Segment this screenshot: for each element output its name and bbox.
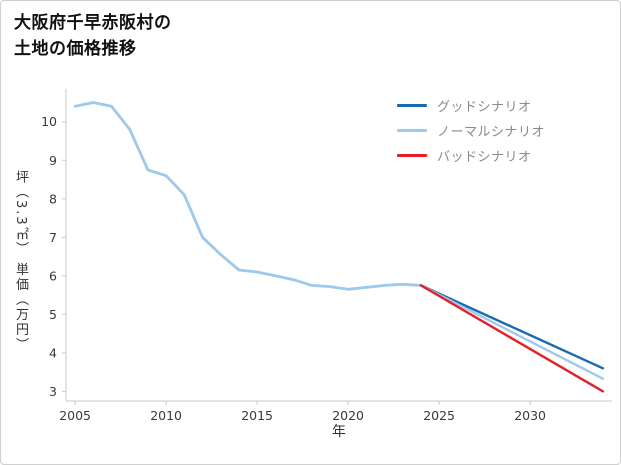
forecast-line-2 bbox=[419, 284, 605, 393]
x-tick-label: 2015 bbox=[241, 408, 273, 423]
forecast-line-0 bbox=[419, 284, 605, 370]
legend-item-1: ノーマルシナリオ bbox=[397, 118, 545, 143]
history-line bbox=[73, 101, 423, 291]
legend-item-0: グッドシナリオ bbox=[397, 93, 545, 118]
x-axis-label: 年 bbox=[332, 424, 346, 440]
x-tick-label: 2025 bbox=[423, 408, 455, 423]
x-tick-label: 2010 bbox=[150, 408, 182, 423]
forecast-line-1 bbox=[419, 284, 605, 380]
y-tick-label: 9 bbox=[49, 153, 57, 168]
x-tick-label: 2005 bbox=[59, 408, 91, 423]
legend-label: ノーマルシナリオ bbox=[437, 125, 546, 140]
x-tick-label: 2030 bbox=[514, 408, 546, 423]
y-tick-label: 10 bbox=[41, 114, 57, 129]
legend-swatch bbox=[397, 104, 427, 107]
chart-title-line1: 大阪府千早赤阪村の bbox=[14, 13, 172, 33]
y-tick-label: 6 bbox=[49, 268, 57, 283]
y-axis-label: 坪（3.3㎡） 単価（万円） bbox=[13, 169, 28, 353]
x-tick-label: 2020 bbox=[332, 408, 364, 423]
y-tick-label: 4 bbox=[49, 345, 57, 360]
chart-title: 大阪府千早赤阪村の 土地の価格推移 bbox=[14, 10, 172, 63]
y-tick-label: 7 bbox=[49, 230, 57, 245]
y-tick-label: 3 bbox=[49, 384, 57, 399]
y-tick-label: 5 bbox=[49, 307, 57, 322]
chart-title-line2: 土地の価格推移 bbox=[14, 39, 137, 60]
legend-label: グッドシナリオ bbox=[437, 100, 532, 115]
y-tick-label: 8 bbox=[49, 191, 57, 206]
legend-swatch bbox=[397, 129, 427, 132]
chart-legend: グッドシナリオ ノーマルシナリオ バッドシナリオ bbox=[397, 93, 545, 168]
legend-item-2: バッドシナリオ bbox=[397, 143, 545, 168]
legend-label: バッドシナリオ bbox=[437, 150, 532, 165]
legend-swatch bbox=[397, 154, 427, 157]
